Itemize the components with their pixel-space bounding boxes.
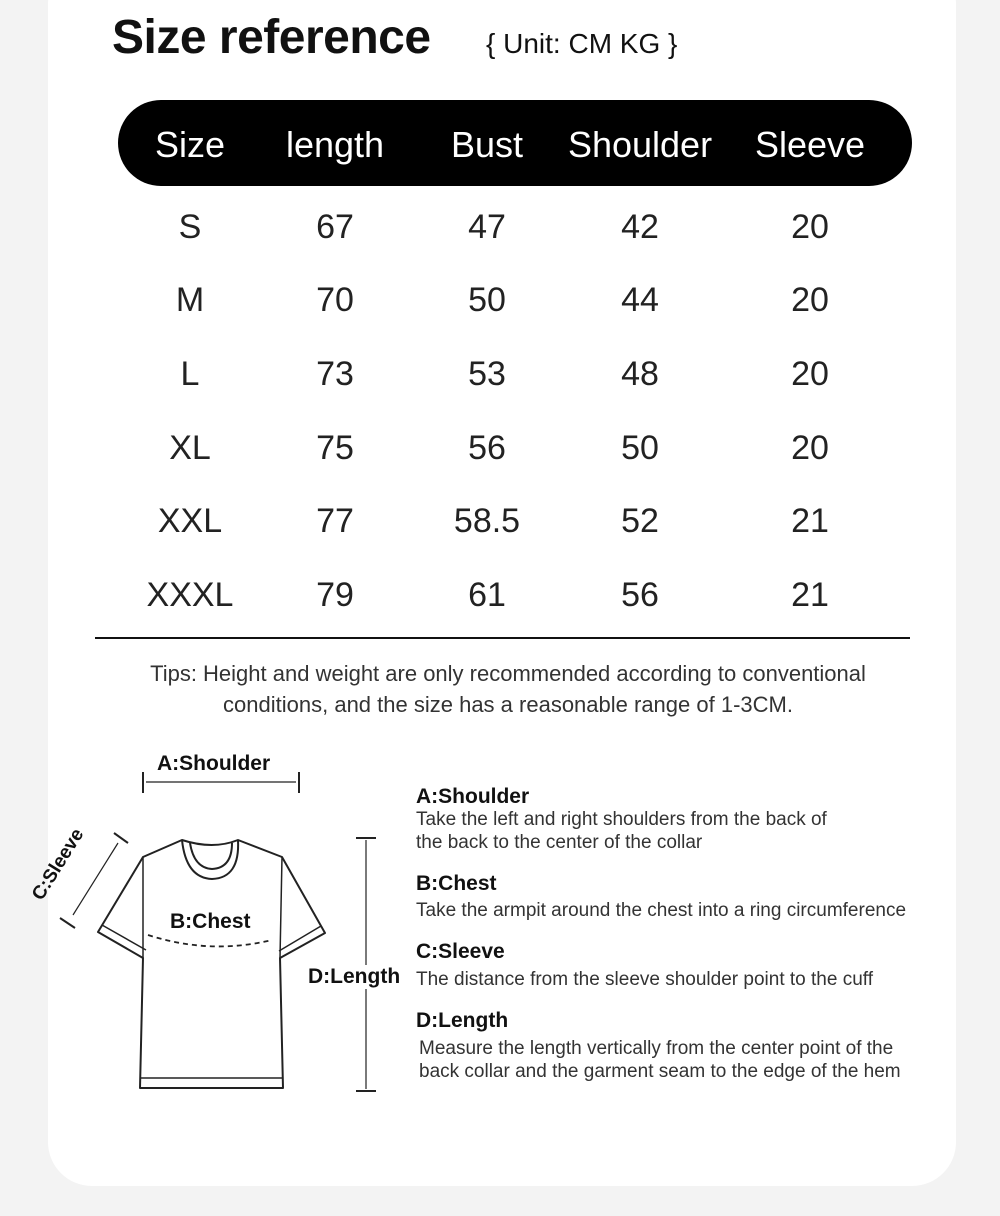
table-cell: 56 bbox=[468, 429, 506, 467]
table-cell: 20 bbox=[791, 429, 829, 467]
table-cell: XXL bbox=[157, 502, 223, 540]
desc-shoulder-heading: A:Shoulder bbox=[416, 785, 530, 808]
desc-length-text-1: Measure the length vertically from the c… bbox=[419, 1038, 894, 1059]
table-cell: 53 bbox=[468, 355, 506, 393]
table-cell: 61 bbox=[468, 576, 506, 614]
table-cell: 75 bbox=[316, 429, 354, 467]
tips-line-2: conditions, and the size has a reasonabl… bbox=[223, 692, 793, 717]
divider bbox=[95, 637, 910, 639]
desc-shoulder-text-2: the back to the center of the collar bbox=[416, 832, 703, 853]
table-cell: 44 bbox=[621, 281, 659, 319]
column-header-size: Size bbox=[154, 124, 226, 165]
table-cell: 67 bbox=[316, 208, 354, 246]
desc-sleeve-text: The distance from the sleeve shoulder po… bbox=[416, 969, 873, 990]
table-cell: 47 bbox=[468, 208, 506, 246]
table-cell: L bbox=[180, 355, 200, 393]
chest-label: B:Chest bbox=[170, 910, 251, 933]
table-cell: 48 bbox=[621, 355, 659, 393]
table-cell: M bbox=[175, 281, 205, 319]
table-cell: 21 bbox=[791, 502, 829, 540]
table-cell: 50 bbox=[468, 281, 506, 319]
desc-shoulder-text-1: Take the left and right shoulders from t… bbox=[416, 809, 827, 830]
table-cell: 21 bbox=[791, 576, 829, 614]
table-cell: XXXL bbox=[146, 576, 234, 614]
desc-chest-text: Take the armpit around the chest into a … bbox=[416, 900, 907, 921]
table-cell: XL bbox=[169, 429, 211, 467]
column-header-length: length bbox=[285, 124, 385, 165]
desc-length-heading: D:Length bbox=[416, 1009, 509, 1032]
table-header bbox=[118, 100, 912, 186]
chest-arrow bbox=[147, 934, 273, 948]
table-cell: 52 bbox=[621, 502, 659, 540]
column-header-shoulder: Shoulder bbox=[567, 124, 713, 165]
content-card bbox=[48, 0, 956, 1186]
page-title: Size reference bbox=[112, 11, 431, 64]
unit-note: { Unit: CM KG } bbox=[486, 28, 678, 59]
column-header-sleeve: Sleeve bbox=[754, 124, 866, 165]
table-cell: 58.5 bbox=[453, 502, 521, 540]
tshirt-collar bbox=[181, 839, 240, 880]
tips-line-1: Tips: Height and weight are only recomme… bbox=[150, 661, 866, 686]
table-cell: 79 bbox=[316, 576, 354, 614]
table-cell: 42 bbox=[621, 208, 659, 246]
column-header-bust: Bust bbox=[450, 124, 524, 165]
sleeve-arrow bbox=[72, 842, 119, 916]
table-cell: 20 bbox=[791, 281, 829, 319]
desc-sleeve-heading: C:Sleeve bbox=[416, 940, 505, 963]
table-cell: 50 bbox=[621, 429, 659, 467]
length-label: D:Length bbox=[308, 965, 401, 989]
table-cell: 70 bbox=[316, 281, 354, 319]
desc-chest-heading: B:Chest bbox=[416, 872, 497, 895]
table-cell: 56 bbox=[621, 576, 659, 614]
table-cell: 20 bbox=[791, 208, 829, 246]
shoulder-label: A:Shoulder bbox=[157, 752, 271, 775]
table-cell: 73 bbox=[316, 355, 354, 393]
table-cell: S bbox=[178, 208, 202, 246]
table-cell: 77 bbox=[316, 502, 354, 540]
tshirt-outline bbox=[97, 839, 326, 1089]
desc-length-text-2: back collar and the garment seam to the … bbox=[419, 1061, 901, 1082]
table-cell: 20 bbox=[791, 355, 829, 393]
